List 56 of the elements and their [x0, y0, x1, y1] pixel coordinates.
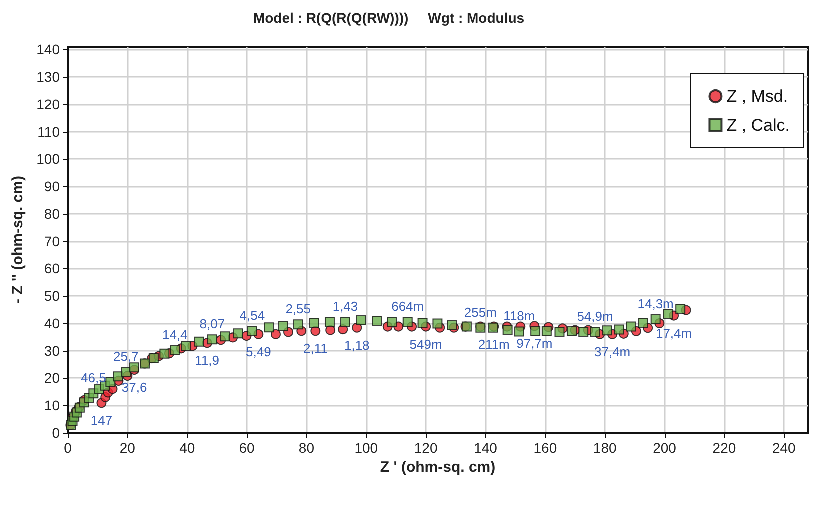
annotation: 37,6: [122, 380, 148, 396]
y-tick-label: 140: [36, 42, 60, 58]
annotation: 11,9: [195, 353, 220, 368]
y-tick-label: 20: [44, 370, 60, 386]
x-tick-label: 200: [653, 440, 677, 456]
x-axis-title: Z ' (ohm-sq. cm): [380, 458, 496, 476]
x-tick-label: 80: [298, 440, 315, 456]
x-tick-label: 120: [414, 440, 438, 456]
x-tick-label: 220: [712, 440, 736, 456]
x-tick-label: 60: [239, 440, 256, 456]
annotation: 97,7m: [516, 336, 553, 352]
y-tick-label: 10: [44, 398, 60, 414]
y-tick-label: 120: [36, 96, 60, 112]
annotation: 54,9m: [577, 308, 614, 324]
annotation: 118m: [504, 308, 536, 324]
annotation: 549m: [410, 336, 442, 352]
x-tick-label: 20: [120, 440, 136, 456]
chart-title: Model : R(Q(R(Q(RW)))) Wgt : Modulus: [253, 10, 525, 26]
annotation: 5,49: [246, 344, 272, 360]
annotation: 664m: [392, 299, 424, 314]
x-tick-label: 0: [64, 440, 72, 456]
y-tick-label: 0: [52, 425, 60, 441]
annotation: 4,54: [240, 308, 266, 324]
annotation: 1,43: [332, 299, 358, 314]
annotation: 37,4m: [594, 344, 631, 360]
y-tick-label: 80: [44, 206, 60, 222]
y-tick-label: 40: [44, 315, 60, 332]
annotation: 147: [90, 413, 113, 428]
y-tick-label: 90: [44, 178, 60, 195]
y-tick-label: 130: [36, 69, 60, 86]
annotation: 8,07: [200, 316, 226, 332]
x-tick-label: 160: [534, 440, 558, 456]
annotation: 2,55: [286, 302, 312, 317]
annotation: 17,4m: [656, 326, 692, 341]
legend-label: Z , Msd.: [726, 87, 788, 106]
annotation: 25,7: [114, 349, 139, 364]
annotation: 46,5: [81, 370, 106, 386]
annotation: 255m: [464, 304, 497, 320]
annotation: 14,3m: [638, 296, 674, 312]
legend-label: Z , Calc.: [726, 116, 790, 135]
x-tick-label: 240: [772, 440, 796, 456]
y-tick-label: 100: [36, 151, 60, 168]
y-tick-label: 70: [44, 233, 60, 250]
annotation: 211m: [478, 336, 510, 352]
y-tick-label: 110: [38, 124, 60, 140]
x-tick-label: 140: [474, 440, 498, 456]
x-tick-label: 40: [180, 440, 196, 456]
annotation: 14,4: [162, 327, 188, 342]
annotation: 2,11: [303, 341, 328, 356]
y-tick-label: 50: [44, 288, 60, 304]
y-tick-label: 60: [44, 260, 60, 277]
y-axis-title: - Z '' (ohm-sq. cm): [10, 176, 27, 304]
y-tick-label: 30: [44, 342, 60, 359]
x-tick-label: 100: [354, 440, 378, 456]
annotation: 1,18: [344, 338, 370, 353]
x-tick-label: 180: [593, 440, 617, 456]
